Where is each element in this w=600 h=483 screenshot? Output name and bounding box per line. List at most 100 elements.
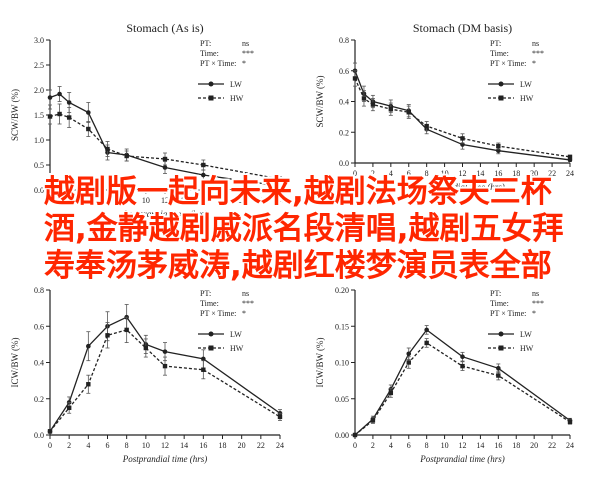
y-axis-label: ICW/BW (%)	[10, 337, 20, 387]
stats-label: Time:	[200, 299, 219, 308]
y-tick-label: 0.20	[335, 286, 349, 295]
stats-value: ns	[532, 289, 539, 298]
data-point-hw	[47, 429, 53, 434]
x-tick-label: 2	[371, 169, 375, 178]
data-point-lw	[57, 91, 62, 97]
stats-value: ns	[242, 39, 249, 48]
x-tick-label: 14	[476, 441, 484, 450]
series-line-hw	[49, 329, 281, 432]
data-point-lw	[460, 354, 465, 360]
x-tick-label: 8	[125, 441, 129, 450]
x-tick-label: 16	[199, 441, 207, 450]
x-tick-label: 16	[494, 441, 502, 450]
x-tick-label: 0	[48, 441, 52, 450]
legend-label-hw: HW	[520, 94, 534, 103]
x-tick-label: 4	[86, 441, 90, 450]
legend-label-lw: LW	[230, 80, 242, 89]
x-tick-label: 22	[548, 169, 556, 178]
legend-marker-hw	[498, 345, 504, 351]
stats-label: PT × Time:	[490, 59, 526, 68]
y-tick-label: 2.5	[34, 61, 44, 70]
data-point-hw	[66, 115, 72, 120]
series-line-lw	[354, 328, 571, 436]
y-tick-label: 0.4	[34, 359, 44, 368]
data-point-hw	[57, 111, 62, 117]
legend-label-hw: HW	[230, 94, 244, 103]
data-point-lw	[66, 100, 72, 105]
legend-marker-hw	[498, 95, 504, 101]
x-tick-label: 12	[161, 441, 169, 450]
stats-value: ns	[242, 289, 249, 298]
data-point-hw	[406, 360, 411, 365]
data-point-hw	[124, 153, 129, 159]
x-tick-label: 12	[459, 169, 467, 178]
data-point-hw	[370, 102, 376, 107]
x-tick-label: 18	[512, 441, 520, 450]
y-tick-label: 0.0	[34, 186, 44, 195]
data-point-hw	[567, 154, 573, 160]
data-point-hw	[352, 76, 358, 81]
x-tick-label: 2	[371, 441, 375, 450]
y-tick-label: 0.2	[339, 128, 349, 137]
data-point-hw	[201, 162, 206, 168]
legend-label-hw: HW	[520, 344, 534, 353]
legend-marker-lw	[208, 81, 214, 87]
y-tick-label: 0.05	[335, 395, 349, 404]
stats-label: Time:	[490, 49, 509, 58]
x-tick-label: 16	[199, 196, 207, 205]
y-axis-label: SCW/BW (%)	[315, 75, 325, 127]
legend-marker-lw	[498, 331, 504, 337]
data-point-hw	[424, 123, 429, 129]
data-point-hw	[460, 136, 465, 141]
stats-value: *	[532, 59, 536, 68]
chart-panel-4: 0.000.050.100.150.200 2 4 6 8 10 12 14 16 18 20 22 2…	[315, 286, 574, 464]
data-point-lw	[496, 366, 501, 371]
stats-value: ***	[242, 49, 254, 58]
data-point-hw	[567, 419, 573, 425]
data-point-lw	[86, 343, 91, 349]
stats-label: PT × Time:	[200, 59, 236, 68]
x-axis-label: Postprandial time (hrs)	[419, 454, 505, 464]
x-tick-label: 22	[548, 441, 556, 450]
y-tick-label: 1.0	[34, 136, 44, 145]
y-tick-label: 0.0	[34, 431, 44, 440]
stats-label: Time:	[490, 299, 509, 308]
y-tick-label: 0.8	[34, 286, 44, 295]
data-point-hw	[370, 418, 376, 423]
y-tick-label: 0.8	[339, 36, 349, 45]
x-tick-label: 8	[425, 169, 429, 178]
chart-title: Stomach (As is)	[126, 21, 203, 35]
data-point-lw	[201, 172, 206, 178]
data-point-hw	[352, 432, 358, 438]
x-tick-label: 6	[407, 169, 411, 178]
data-point-hw	[86, 382, 91, 387]
x-tick-label: 14	[180, 196, 188, 205]
y-tick-label: 1.5	[34, 111, 44, 120]
data-point-lw	[277, 183, 283, 189]
x-tick-label: 18	[219, 196, 227, 205]
x-tick-label: 16	[494, 169, 502, 178]
x-axis-label: Postprandial time (hrs)	[419, 182, 505, 192]
x-tick-label: 10	[142, 196, 150, 205]
x-tick-label: 10	[441, 441, 449, 450]
x-tick-label: 6	[106, 196, 110, 205]
legend-marker-lw	[498, 81, 504, 87]
x-tick-label: 20	[238, 441, 246, 450]
x-tick-label: 6	[106, 441, 110, 450]
chart-title: Stomach (DM basis)	[413, 21, 512, 35]
x-tick-label: 10	[441, 169, 449, 178]
data-point-hw	[201, 367, 206, 372]
legend-label-lw: LW	[230, 330, 242, 339]
chart-panel-2: 0.00.20.40.60.80 2 4 6 8 10 12 14 16 18 20 22 24Stom…	[315, 21, 574, 192]
data-point-hw	[143, 345, 149, 351]
x-tick-label: 2	[67, 196, 71, 205]
x-tick-label: 8	[425, 441, 429, 450]
stats-label: PT:	[490, 289, 501, 298]
data-point-hw	[105, 146, 110, 152]
data-point-hw	[388, 106, 394, 112]
y-tick-label: 0.5	[34, 161, 44, 170]
x-tick-label: 22	[257, 441, 265, 450]
x-tick-label: 20	[238, 196, 246, 205]
x-tick-label: 22	[257, 196, 265, 205]
